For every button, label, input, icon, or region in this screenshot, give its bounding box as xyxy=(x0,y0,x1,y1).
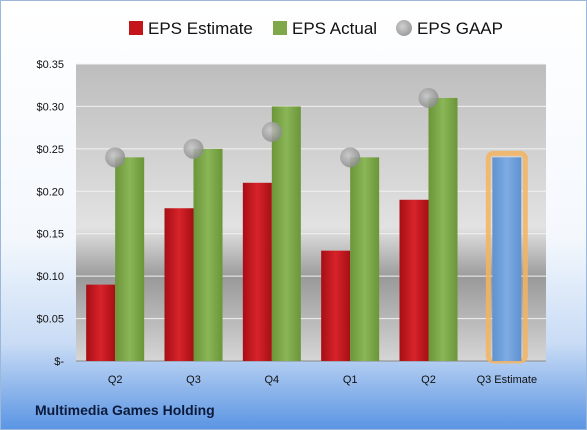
legend-label-actual: EPS Actual xyxy=(292,19,377,38)
bar-eps-estimate xyxy=(399,199,429,361)
marker-eps-gaap xyxy=(261,121,282,142)
y-tick-label: $0.35 xyxy=(36,59,64,71)
bar-eps-actual xyxy=(115,157,145,361)
bar-eps-estimate xyxy=(164,208,194,361)
bar-eps-actual xyxy=(428,97,458,361)
x-tick-label: Q2 xyxy=(108,374,123,386)
y-tick-label: $0.10 xyxy=(36,271,64,283)
bar-eps-actual xyxy=(193,148,223,361)
y-axis-ticks: $- $0.05 $0.10 $0.15 $0.20 $0.25 $0.30 $0.35 xyxy=(36,59,64,368)
gaap-markers xyxy=(105,87,439,168)
x-tick-label: Q1 xyxy=(343,374,358,386)
legend-swatch-actual xyxy=(273,21,287,35)
bar-q3-estimate xyxy=(492,157,522,361)
legend-label-estimate: EPS Estimate xyxy=(148,19,253,38)
plot-area xyxy=(76,64,546,361)
y-tick-label: $0.20 xyxy=(36,186,64,198)
legend: EPS Estimate EPS Actual EPS GAAP xyxy=(129,19,503,38)
x-tick-label: Q4 xyxy=(264,374,279,386)
bar-eps-estimate xyxy=(321,250,351,361)
y-tick-label: $0.05 xyxy=(36,314,64,326)
x-tick-label: Q3 Estimate xyxy=(477,374,538,386)
marker-eps-gaap xyxy=(340,147,361,168)
legend-label-gaap: EPS GAAP xyxy=(417,19,503,38)
gridlines xyxy=(76,63,546,362)
bar-eps-estimate xyxy=(86,284,116,361)
legend-swatch-estimate xyxy=(129,21,143,35)
bar-eps-actual xyxy=(350,157,380,361)
x-tick-label: Q3 xyxy=(186,374,201,386)
x-axis-ticks: Q2 Q3 Q4 Q1 Q2 Q3 Estimate xyxy=(108,374,537,386)
marker-eps-gaap xyxy=(418,87,439,108)
company-name: Multimedia Games Holding xyxy=(35,402,215,418)
bars xyxy=(86,97,528,364)
x-tick-label: Q2 xyxy=(421,374,436,386)
bar-eps-estimate xyxy=(242,182,272,361)
legend-swatch-gaap xyxy=(396,20,412,36)
marker-eps-gaap xyxy=(183,138,204,159)
y-tick-label: $0.25 xyxy=(36,144,64,156)
y-tick-label: $- xyxy=(54,356,64,368)
y-tick-label: $0.15 xyxy=(36,229,64,241)
y-tick-label: $0.30 xyxy=(36,101,64,113)
marker-eps-gaap xyxy=(105,147,126,168)
bar-eps-actual xyxy=(271,106,301,361)
